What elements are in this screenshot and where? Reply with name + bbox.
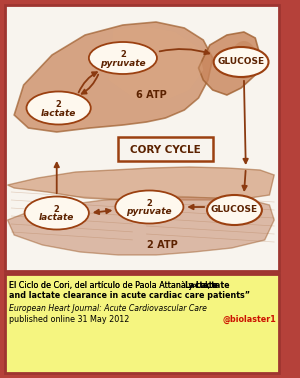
Text: pyruvate: pyruvate [100, 59, 146, 68]
Text: 2: 2 [54, 205, 60, 214]
FancyBboxPatch shape [118, 137, 213, 161]
FancyBboxPatch shape [5, 5, 279, 271]
Text: GLUCOSE: GLUCOSE [211, 206, 258, 214]
Text: 2: 2 [146, 199, 152, 208]
Text: 2: 2 [120, 50, 126, 59]
Ellipse shape [25, 197, 89, 229]
Text: and lactate clearance in acute cardiac care patients”: and lactate clearance in acute cardiac c… [10, 291, 250, 300]
Text: lactate: lactate [39, 214, 74, 223]
Text: pyruvate: pyruvate [127, 208, 172, 217]
Ellipse shape [214, 47, 268, 77]
Text: 2: 2 [56, 100, 61, 109]
Ellipse shape [207, 195, 262, 225]
Text: El Ciclo de Cori, del artículo de Paola Attanà y col, «: El Ciclo de Cori, del artículo de Paola … [10, 281, 217, 290]
Text: European Heart Journal: Acute Cardiovascular Care: European Heart Journal: Acute Cardiovasc… [10, 304, 207, 313]
Ellipse shape [26, 91, 91, 124]
FancyBboxPatch shape [0, 0, 284, 378]
Text: 6 ATP: 6 ATP [136, 90, 167, 100]
Text: El Ciclo de Cori, del artículo de Paola Attanà y col, «: El Ciclo de Cori, del artículo de Paola … [10, 281, 217, 290]
Text: «Lactate: «Lactate [10, 281, 230, 290]
Polygon shape [8, 197, 274, 255]
FancyBboxPatch shape [5, 274, 279, 373]
Text: CORY CYCLE: CORY CYCLE [130, 145, 201, 155]
Text: GLUCOSE: GLUCOSE [218, 57, 265, 67]
Text: Lactate: Lactate [184, 281, 218, 290]
Ellipse shape [115, 191, 183, 223]
Polygon shape [14, 22, 213, 132]
Polygon shape [8, 167, 274, 200]
Polygon shape [109, 26, 203, 100]
Text: published online 31 May 2012: published online 31 May 2012 [10, 315, 130, 324]
Polygon shape [199, 32, 260, 95]
Ellipse shape [89, 42, 157, 74]
Text: lactate: lactate [41, 108, 76, 118]
Ellipse shape [231, 41, 257, 79]
Text: 2 ATP: 2 ATP [147, 240, 178, 250]
Text: @biolaster1: @biolaster1 [222, 315, 276, 324]
